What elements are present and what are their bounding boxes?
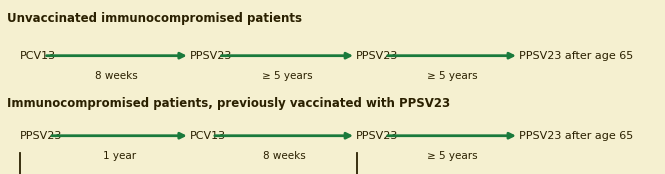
Text: PPSV23 after age 65: PPSV23 after age 65 [519,51,633,61]
Text: ≥ 5 years: ≥ 5 years [262,71,313,81]
Text: PCV13: PCV13 [190,131,225,141]
Text: Unvaccinated immunocompromised patients: Unvaccinated immunocompromised patients [7,12,302,25]
Text: 1 year: 1 year [103,151,136,161]
Text: PPSV23: PPSV23 [20,131,63,141]
Text: PPSV23 after age 65: PPSV23 after age 65 [519,131,633,141]
Text: 8 weeks: 8 weeks [263,151,305,161]
Text: Immunocompromised patients, previously vaccinated with PPSV23: Immunocompromised patients, previously v… [7,97,450,110]
Text: PPSV23: PPSV23 [356,131,398,141]
Text: PPSV23: PPSV23 [190,51,232,61]
Text: PCV13: PCV13 [20,51,56,61]
Text: ≥ 5 years: ≥ 5 years [426,151,477,161]
Text: PPSV23: PPSV23 [356,51,398,61]
Text: 8 weeks: 8 weeks [95,71,138,81]
Text: ≥ 5 years: ≥ 5 years [426,71,477,81]
